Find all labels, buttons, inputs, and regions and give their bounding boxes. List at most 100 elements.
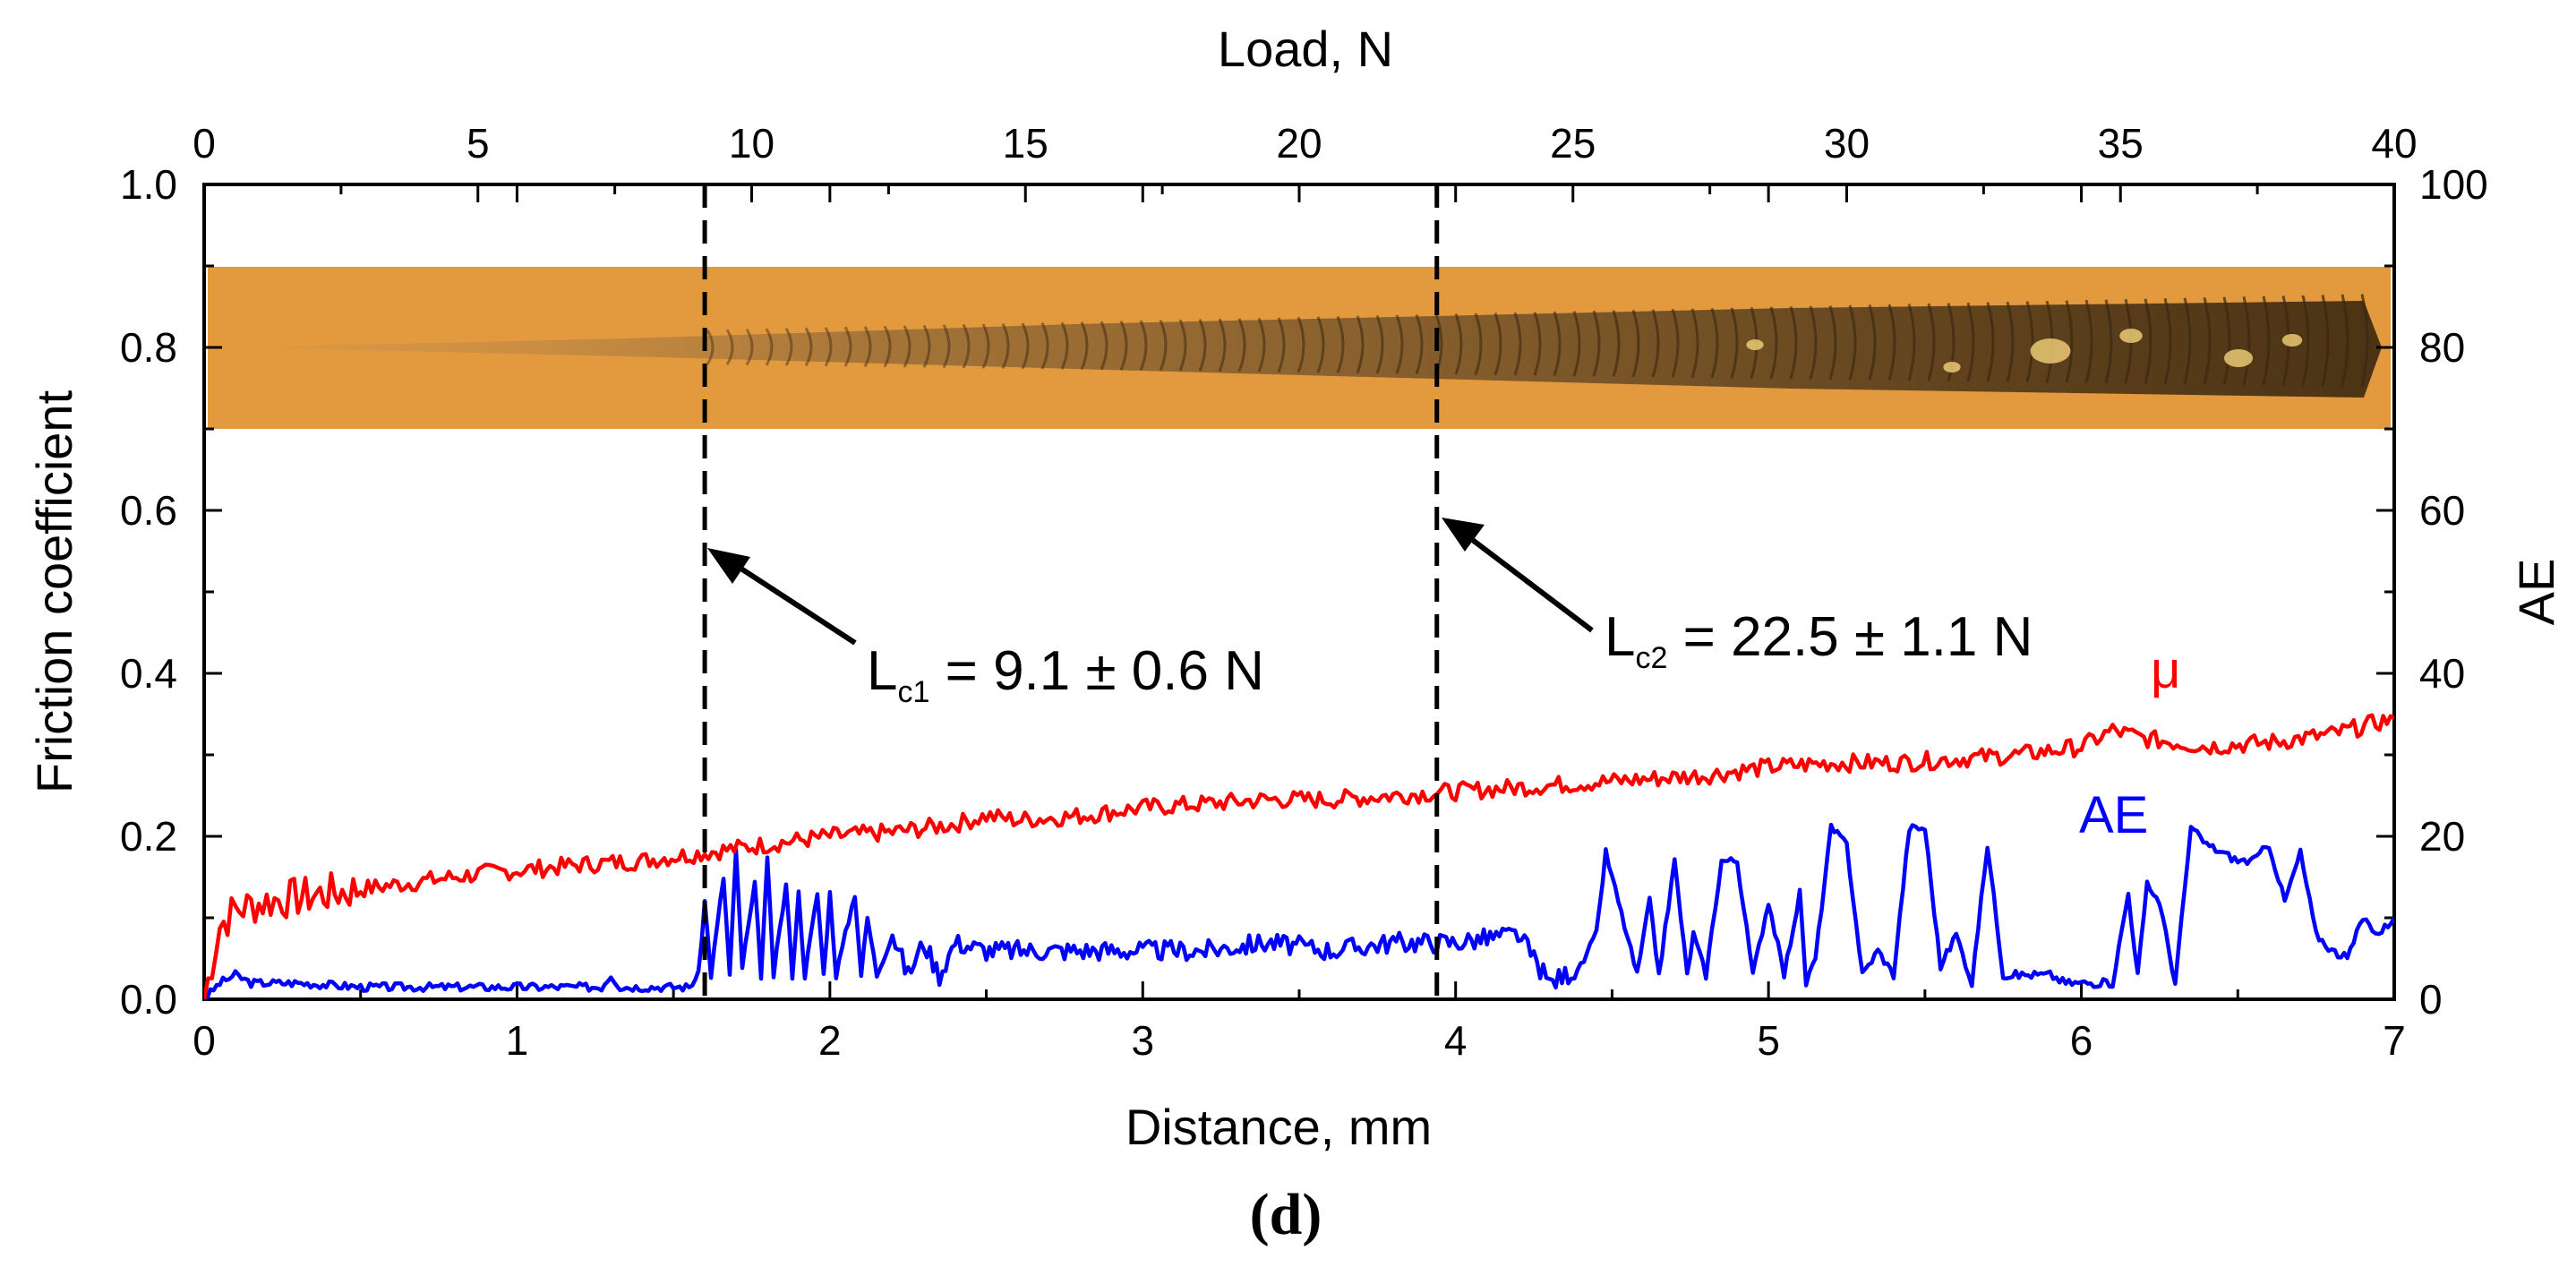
annotation-lc1: Lc1 = 9.1 ± 0.6 N xyxy=(867,640,1264,709)
track-ridge xyxy=(1690,308,1699,379)
track-spall xyxy=(1746,339,1764,350)
track-spall xyxy=(2030,338,2071,364)
track-ridge xyxy=(1159,320,1168,372)
track-ridge xyxy=(2065,300,2074,383)
track-ridge xyxy=(745,328,754,366)
track-ridge xyxy=(725,329,734,366)
track-ridge xyxy=(1100,321,1108,371)
track-ridge xyxy=(1986,302,1995,382)
axis-tick-labels: 0 1 2 3 4 5 6 70 5 10 15 20 25 30 35 400.00.20.40.60.81… xyxy=(120,120,2488,1064)
track-ridge xyxy=(1887,304,1896,381)
track-ridge xyxy=(1237,318,1246,372)
track-ridge xyxy=(1927,303,1936,381)
track-ridge xyxy=(843,326,852,367)
track-ridge xyxy=(1060,321,1069,370)
track-ridge xyxy=(962,323,971,369)
arrow-lc1 xyxy=(707,548,857,646)
track-ridge xyxy=(1828,304,1837,381)
track-ridge xyxy=(1178,319,1187,372)
track-spall xyxy=(2281,334,2303,347)
y-left-tick-label: 0.2 xyxy=(120,813,177,860)
track-ridge xyxy=(2006,301,2015,382)
x-top-tick-label: 25 xyxy=(1550,120,1596,167)
track-ridge xyxy=(1868,304,1877,381)
track-ridge xyxy=(2104,299,2113,384)
track-ridge xyxy=(1572,311,1581,377)
scratch-track-texture xyxy=(706,294,2369,388)
track-ridge xyxy=(1553,311,1562,377)
track-ridge xyxy=(1218,318,1227,372)
track-ridge xyxy=(1966,302,1975,382)
x-bottom-tick-label: 6 xyxy=(2070,1017,2093,1064)
y-left-tick-label: 1.0 xyxy=(120,161,177,208)
track-ridge xyxy=(784,328,793,366)
y-left-tick-label: 0.8 xyxy=(120,324,177,371)
track-ridge xyxy=(2025,301,2034,383)
x-bottom-tick-label: 0 xyxy=(193,1017,216,1064)
y-right-tick-label: 100 xyxy=(2419,161,2488,208)
track-ridge xyxy=(765,328,774,366)
track-ridge xyxy=(2222,296,2231,386)
series-label-mu: μ xyxy=(2151,641,2180,699)
annotation-lc2: Lc2 = 22.5 ± 1.1 N xyxy=(1605,606,2033,675)
track-ridge xyxy=(1119,321,1128,371)
series-line-mu xyxy=(204,713,2394,999)
x-bottom-tick-label: 4 xyxy=(1444,1017,1468,1064)
series-line-ae xyxy=(204,822,2394,999)
track-ridge xyxy=(1533,312,1542,376)
track-ridge xyxy=(1710,307,1719,379)
track-ridge xyxy=(1631,309,1640,378)
y-left-tick-label: 0.4 xyxy=(120,650,177,697)
panel-label: (d) xyxy=(1250,1182,1322,1247)
track-ridge xyxy=(1415,313,1424,375)
track-ridge xyxy=(1336,315,1345,373)
track-ridge xyxy=(1356,315,1365,374)
track-ridge xyxy=(1139,320,1148,372)
track-ridge xyxy=(1454,312,1463,375)
track-ridge xyxy=(1277,317,1286,373)
track-ridge xyxy=(981,323,990,369)
x-bottom-tick-label: 5 xyxy=(1757,1017,1780,1064)
x-bottom-tick-label: 2 xyxy=(818,1017,842,1064)
y-axis-title-right: AE xyxy=(2508,559,2564,626)
track-ridge xyxy=(1297,316,1305,373)
track-ridge xyxy=(1375,314,1384,374)
y-right-tick-label: 20 xyxy=(2419,813,2465,860)
x-top-tick-label: 35 xyxy=(2098,120,2144,167)
track-ridge xyxy=(1671,308,1680,378)
track-ridge xyxy=(942,324,951,369)
track-ridge xyxy=(1769,306,1778,380)
track-ridge xyxy=(1809,305,1818,380)
track-ridge xyxy=(1474,312,1483,375)
x-top-tick-label: 15 xyxy=(1003,120,1048,167)
y-axis-title-left: Friction coefficient xyxy=(26,390,82,793)
track-ridge xyxy=(2262,295,2271,386)
track-ridge xyxy=(2242,295,2251,386)
track-ridge xyxy=(922,324,931,368)
track-ridge xyxy=(1947,303,1956,381)
track-ridge xyxy=(1257,317,1266,372)
track-ridge xyxy=(2301,295,2310,387)
y-right-tick-label: 60 xyxy=(2419,487,2465,534)
y-right-tick-label: 80 xyxy=(2419,324,2465,371)
track-ridge xyxy=(1493,312,1502,376)
track-ridge xyxy=(863,326,872,368)
x-axis-title-top: Load, N xyxy=(1218,21,1393,77)
x-bottom-tick-label: 1 xyxy=(506,1017,529,1064)
y-right-tick-label: 40 xyxy=(2419,650,2465,697)
scratch-micrograph xyxy=(208,267,2391,429)
track-ridge xyxy=(2360,294,2369,388)
x-bottom-tick-label: 7 xyxy=(2383,1017,2406,1064)
track-spall xyxy=(1943,362,1961,372)
y-right-tick-label: 0 xyxy=(2419,976,2443,1023)
track-ridge xyxy=(2203,296,2212,385)
track-ridge xyxy=(1789,305,1798,380)
x-top-tick-label: 0 xyxy=(193,120,216,167)
track-ridge xyxy=(2084,299,2093,383)
track-ridge xyxy=(1651,309,1660,378)
track-ridge xyxy=(824,327,833,367)
track-ridge xyxy=(1907,304,1916,381)
track-ridge xyxy=(1198,319,1207,372)
series-label-ae: AE xyxy=(2079,786,2148,844)
